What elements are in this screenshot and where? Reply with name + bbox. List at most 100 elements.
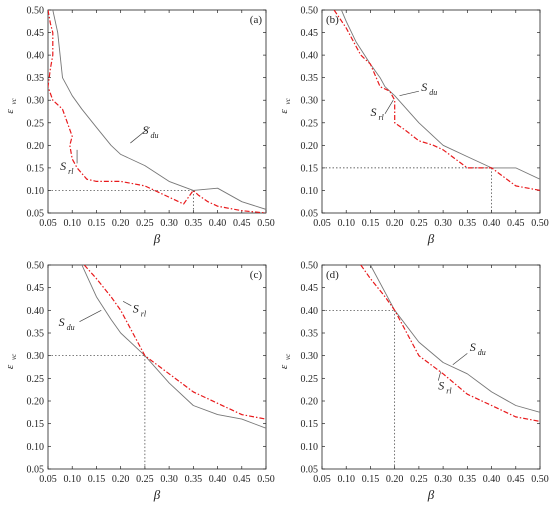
series-line-du xyxy=(81,265,266,429)
x-tick-label: 0.25 xyxy=(136,474,154,485)
x-tick-label: 0.15 xyxy=(88,218,106,229)
x-tick-label: 0.40 xyxy=(209,218,227,229)
leader-line xyxy=(79,310,102,322)
y-axis-label-sub: vc xyxy=(284,353,292,360)
y-tick-label: 0.45 xyxy=(27,283,45,294)
x-tick-label: 0.30 xyxy=(434,474,452,485)
x-axis-label: β xyxy=(427,487,435,502)
y-axis-label: ε vc xyxy=(278,97,292,113)
leader-line xyxy=(384,100,394,114)
x-tick-label: 0.35 xyxy=(185,218,203,229)
panel-label: (b) xyxy=(326,14,339,26)
y-tick-label: 0.15 xyxy=(27,419,45,430)
panel-a: 0.05 0.10 0.15 0.20 0.25 0.30 0.35 0.40 0.45 0.50… xyxy=(4,6,275,247)
y-axis-label-main: ε xyxy=(278,364,290,369)
series-group xyxy=(81,265,266,429)
x-tick-label: 0.15 xyxy=(362,474,380,485)
x-tick-label: 0.15 xyxy=(88,474,106,485)
y-tick-label: 0.10 xyxy=(301,186,319,197)
x-tick-label: 0.50 xyxy=(531,218,549,229)
leader-line xyxy=(452,353,468,366)
y-axis-label-sub: vc xyxy=(10,353,18,360)
y-tick-label: 0.40 xyxy=(27,306,45,317)
series-label-main: S xyxy=(133,302,139,316)
y-tick-label: 0.25 xyxy=(27,374,45,385)
y-axis-label: ε vc xyxy=(278,353,292,369)
y-tick-label: 0.20 xyxy=(27,141,45,152)
panel-d: 0.05 0.10 0.15 0.20 0.25 0.30 0.35 0.40 0.45 0.50… xyxy=(278,261,549,503)
y-tick-label: 0.40 xyxy=(301,306,319,317)
x-axis-label: β xyxy=(153,487,161,502)
x-tick-label: 0.40 xyxy=(209,474,227,485)
x-tick-label: 0.20 xyxy=(386,474,404,485)
series-label-main: S xyxy=(470,340,476,354)
leader-line xyxy=(437,371,442,381)
x-tick-label: 0.40 xyxy=(483,218,501,229)
x-tick-label: 0.45 xyxy=(507,474,525,485)
x-tick-label: 0.10 xyxy=(337,218,355,229)
x-tick-label: 0.25 xyxy=(410,474,428,485)
y-tick-label: 0.10 xyxy=(27,186,45,197)
leader-line xyxy=(399,90,419,97)
plot-frame xyxy=(47,9,267,214)
series-line-du xyxy=(370,265,540,413)
y-tick-label: 0.30 xyxy=(27,96,45,107)
y-tick-label: 0.35 xyxy=(301,329,319,340)
x-tick-label: 0.30 xyxy=(434,218,452,229)
y-tick-label: 0.45 xyxy=(27,28,45,39)
series-label-sub: du xyxy=(67,323,75,332)
y-axis-label-main: ε xyxy=(278,109,290,114)
x-tick-label: 0.50 xyxy=(531,474,549,485)
x-tick-label: 0.10 xyxy=(63,474,81,485)
panel-label: (d) xyxy=(326,269,339,281)
series-label-main: S xyxy=(370,105,376,119)
y-tick-label: 0.50 xyxy=(301,261,319,272)
y-tick-label: 0.35 xyxy=(301,73,319,84)
y-tick-label: 0.45 xyxy=(301,283,319,294)
x-tick-label: 0.45 xyxy=(507,218,525,229)
x-tick-label: 0.05 xyxy=(39,474,57,485)
y-tick-label: 0.20 xyxy=(27,397,45,408)
y-tick-label: 0.20 xyxy=(301,397,319,408)
y-tick-label: 0.50 xyxy=(27,6,45,17)
y-tick-label: 0.10 xyxy=(301,442,319,453)
y-tick-label: 0.05 xyxy=(27,209,45,220)
y-tick-label: 0.50 xyxy=(27,261,45,272)
series-label-main: S xyxy=(59,315,65,329)
series-label-sub: rl xyxy=(141,310,147,319)
series-line-du xyxy=(340,10,540,180)
y-tick-label: 0.30 xyxy=(301,351,319,362)
x-tick-label: 0.50 xyxy=(257,474,275,485)
series-label-sub: rl xyxy=(378,113,384,122)
x-tick-label: 0.20 xyxy=(112,218,130,229)
y-tick-label: 0.15 xyxy=(301,163,319,174)
series-label-sub: rl xyxy=(68,167,74,176)
y-tick-label: 0.40 xyxy=(27,51,45,62)
y-tick-label: 0.45 xyxy=(301,28,319,39)
series-label-sub: du xyxy=(150,131,158,140)
leader-line xyxy=(122,300,132,307)
y-tick-label: 0.20 xyxy=(301,141,319,152)
series-label-sub: du xyxy=(429,88,437,97)
y-tick-label: 0.35 xyxy=(27,329,45,340)
y-axis-label-main: ε xyxy=(4,109,16,114)
plot-frame xyxy=(47,264,267,470)
series-label-sub: rl xyxy=(446,387,452,396)
x-tick-label: 0.35 xyxy=(459,218,477,229)
series-line-rl xyxy=(83,265,266,420)
series-label-main: S xyxy=(421,80,427,94)
y-tick-label: 0.40 xyxy=(301,51,319,62)
series-line-rl xyxy=(360,265,540,422)
plot-frame xyxy=(321,264,541,470)
series-line-du xyxy=(52,10,266,210)
series-label-sub: du xyxy=(478,348,486,357)
y-tick-label: 0.35 xyxy=(27,73,45,84)
x-tick-label: 0.40 xyxy=(483,474,501,485)
x-tick-label: 0.10 xyxy=(63,218,81,229)
x-tick-label: 0.05 xyxy=(313,474,331,485)
